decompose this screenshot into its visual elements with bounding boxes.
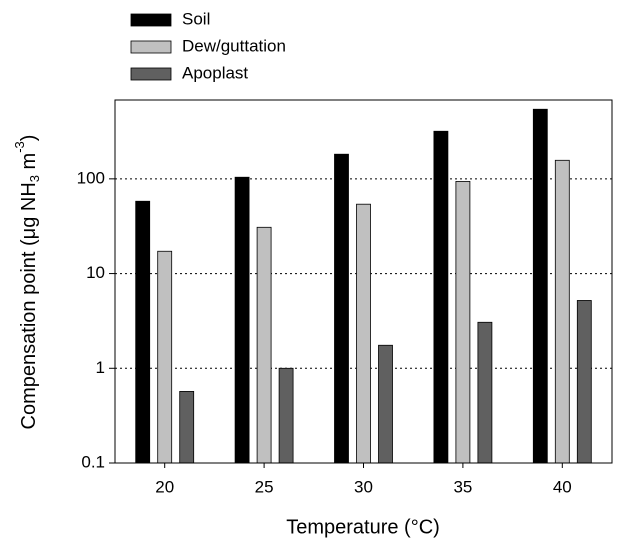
x-tick-label: 30: [354, 477, 373, 496]
y-axis-label: Compensation point (μg NH3 m-3): [12, 135, 42, 430]
y-tick-label: 10: [86, 263, 105, 282]
y-label-part: Compensation point (μg NH: [18, 182, 40, 429]
bar: [157, 250, 173, 464]
y-label-part: m: [18, 153, 40, 175]
x-tick-label: 25: [255, 477, 274, 496]
y-label-sup: -3: [12, 141, 27, 153]
legend-swatch: [130, 13, 172, 27]
bar: [532, 108, 548, 464]
bar: [455, 180, 471, 464]
y-label-sub: 3: [27, 175, 42, 182]
y-tick-label: 100: [77, 168, 105, 187]
bar: [334, 153, 349, 464]
legend-swatch: [130, 40, 172, 54]
bar: [179, 391, 195, 464]
x-tick-label: 40: [553, 477, 572, 496]
bar: [256, 226, 272, 464]
y-label-part: ): [18, 135, 40, 142]
bar: [378, 344, 393, 464]
legend-label: Dew/guttation: [182, 36, 286, 55]
bar: [135, 200, 151, 464]
y-tick-label: 1: [96, 358, 105, 377]
bar: [278, 367, 294, 464]
bar: [576, 300, 592, 464]
legend-swatch: [130, 67, 172, 81]
legend-label: Apoplast: [182, 63, 248, 82]
plot-frame: [114, 99, 613, 464]
legend-label: Soil: [182, 9, 210, 28]
x-tick-label: 35: [453, 477, 472, 496]
bar: [554, 159, 570, 464]
y-tick-label: 0.1: [81, 452, 105, 471]
bar: [433, 130, 449, 464]
x-axis-label: Temperature (°C): [286, 516, 440, 538]
bar: [477, 321, 493, 464]
bar: [234, 176, 250, 464]
bar: [356, 203, 371, 464]
x-tick-label: 20: [155, 477, 174, 496]
